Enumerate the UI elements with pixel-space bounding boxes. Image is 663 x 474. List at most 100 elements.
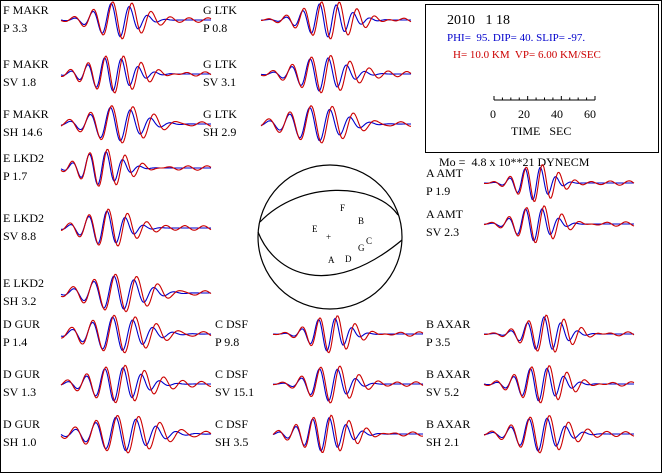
trace-panel: F MAKR SV 1.8 — [3, 55, 212, 94]
mechanism-parameters: PHI= 95. DIP= 40. SLIP= -97. — [447, 32, 585, 44]
trace-station-label: F MAKR — [3, 57, 49, 71]
time-scale-tick-60: 60 — [584, 107, 596, 121]
trace-phase-amplitude-label: SV 1.8 — [3, 75, 36, 89]
trace-panel: A AMT P 1.9 — [426, 164, 635, 203]
trace-panel: E LKD2 SH 3.2 — [3, 273, 212, 313]
observed-waveform — [60, 364, 212, 404]
trace-panel: C DSF SH 3.5 — [215, 414, 424, 453]
nodal-plane-1 — [259, 189, 399, 223]
time-scale-tick-0: 0 — [490, 107, 496, 121]
sphere-station-g: G — [358, 243, 365, 253]
trace-panel: D GUR SH 1.0 — [3, 415, 212, 454]
trace-panel: D GUR P 1.4 — [3, 314, 212, 354]
observed-waveform — [60, 148, 212, 187]
trace-station-label: G LTK — [203, 57, 237, 71]
time-scale-tick-40: 40 — [551, 107, 563, 121]
sphere-station-d: D — [345, 254, 352, 264]
trace-phase-amplitude-label: P 3.5 — [426, 335, 450, 349]
trace-station-label: E LKD2 — [3, 211, 44, 225]
trace-panel: E LKD2 P 1.7 — [3, 148, 212, 187]
trace-phase-amplitude-label: P 1.4 — [3, 335, 27, 349]
time-scale-tick-20: 20 — [518, 107, 530, 121]
trace-panel: C DSF SV 15.1 — [215, 365, 424, 404]
synthetic-waveform — [484, 316, 634, 351]
observed-waveform — [483, 205, 635, 244]
trace-phase-amplitude-label: SV 15.1 — [215, 385, 254, 399]
trace-phase-amplitude-label: SV 1.3 — [3, 385, 36, 399]
time-scale: 0 20 40 60 TIME SEC — [490, 96, 596, 138]
trace-station-label: D GUR — [3, 417, 40, 431]
trace-station-label: B AXAR — [426, 417, 470, 431]
observed-waveform — [260, 104, 412, 144]
sphere-center-mark: + — [326, 232, 331, 242]
trace-panel: D GUR SV 1.3 — [3, 364, 212, 404]
sphere-station-b: B — [358, 216, 364, 226]
observed-waveform — [260, 1, 412, 40]
trace-phase-amplitude-label: SH 2.9 — [203, 125, 236, 139]
trace-station-label: E LKD2 — [3, 151, 44, 165]
synthetic-waveform — [484, 166, 634, 201]
synthetic-waveform — [60, 416, 212, 452]
observed-waveform — [60, 273, 212, 313]
sphere-station-a: A — [328, 255, 335, 265]
sphere-station-c: C — [366, 236, 372, 246]
trace-panel: B AXAR P 3.5 — [426, 314, 635, 353]
synthetic-waveform — [260, 3, 411, 38]
time-scale-label: TIME SEC — [511, 124, 571, 138]
synthetic-waveform — [60, 366, 211, 402]
trace-phase-amplitude-label: SH 3.2 — [3, 294, 36, 308]
trace-station-label: B AXAR — [426, 367, 470, 381]
focal-sphere-outline — [257, 164, 403, 310]
event-date: 2010 1 18 — [447, 13, 510, 28]
trace-phase-amplitude-label: P 1.7 — [3, 169, 27, 183]
trace-station-label: G LTK — [203, 107, 237, 121]
trace-phase-amplitude-label: SH 1.0 — [3, 435, 36, 449]
trace-station-label: F MAKR — [3, 107, 49, 121]
observed-waveform — [483, 164, 635, 203]
observed-waveform — [260, 54, 412, 94]
synthetic-waveform — [60, 316, 211, 352]
trace-phase-amplitude-label: P 1.9 — [426, 184, 450, 198]
trace-phase-amplitude-label: SV 5.2 — [426, 385, 459, 399]
trace-phase-amplitude-label: SH 3.5 — [215, 435, 248, 449]
header-box — [425, 4, 659, 153]
trace-phase-amplitude-label: SH 14.6 — [3, 125, 42, 139]
seismic-moment: Mo = 4.8 x 10**21 DYNECM — [439, 155, 590, 169]
observed-waveform — [483, 415, 635, 454]
sphere-station-e: E — [312, 224, 318, 234]
trace-phase-amplitude-label: SH 2.1 — [426, 435, 459, 449]
trace-phase-amplitude-label: P 3.3 — [3, 21, 27, 35]
trace-panel: G LTK P 0.8 — [203, 1, 412, 40]
trace-panel: F MAKR P 3.3 — [3, 1, 212, 40]
sphere-station-f: F — [340, 203, 345, 213]
trace-station-label: E LKD2 — [3, 276, 44, 290]
synthetic-waveform — [60, 2, 211, 38]
model-parameters: H= 10.0 KM VP= 6.00 KM/SEC — [453, 49, 601, 61]
trace-panel: G LTK SH 2.9 — [203, 104, 412, 144]
trace-station-label: F MAKR — [3, 3, 49, 17]
synthetic-waveform — [260, 106, 411, 142]
trace-panel: F MAKR SH 14.6 — [3, 105, 212, 144]
trace-panel: C DSF P 9.8 — [215, 315, 424, 354]
trace-station-label: A AMT — [426, 207, 464, 221]
trace-phase-amplitude-label: SV 8.8 — [3, 229, 36, 243]
trace-phase-amplitude-label: SV 2.3 — [426, 225, 459, 239]
trace-panel: A AMT SV 2.3 — [426, 205, 635, 244]
trace-station-label: B AXAR — [426, 317, 470, 331]
trace-panel: G LTK SV 3.1 — [203, 54, 412, 94]
observed-waveform — [484, 314, 635, 353]
observed-waveform — [272, 414, 424, 453]
synthetic-waveform — [272, 417, 423, 452]
synthetic-waveform — [60, 275, 211, 310]
trace-panel: B AXAR SH 2.1 — [426, 415, 635, 454]
observed-waveform — [60, 208, 212, 247]
observed-waveform — [483, 364, 635, 404]
observed-waveform — [61, 314, 212, 354]
nodal-plane-2 — [257, 231, 403, 277]
observed-waveform — [60, 55, 212, 94]
observed-waveform — [60, 105, 212, 144]
trace-station-label: G LTK — [203, 3, 237, 17]
trace-phase-amplitude-label: P 0.8 — [203, 21, 227, 35]
trace-station-label: D GUR — [3, 317, 40, 331]
